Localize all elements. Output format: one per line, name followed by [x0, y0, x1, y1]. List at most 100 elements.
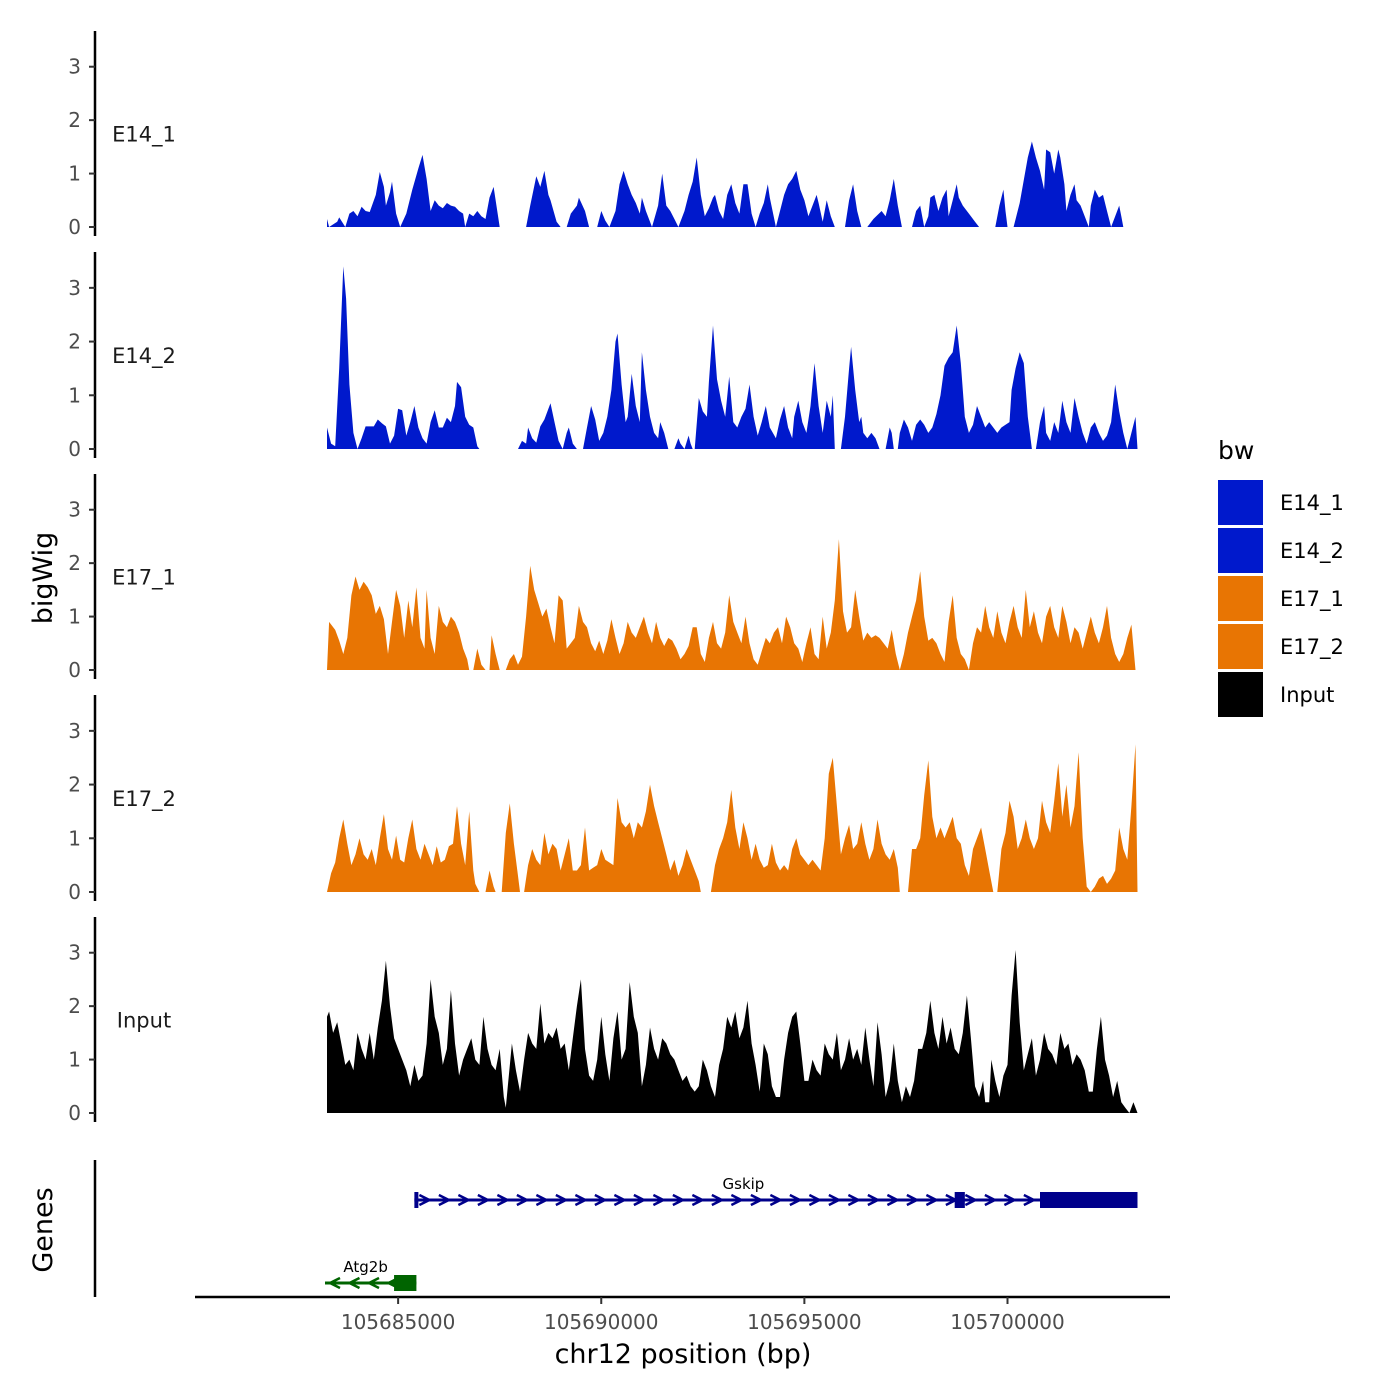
panel-E17_1: 0 1 2 3 E17_1 [68, 474, 1136, 682]
strand-arrow [535, 1193, 550, 1207]
strand-arrow [477, 1193, 491, 1207]
y-tick-label: 0 [68, 437, 81, 461]
y-tick-label: 3 [68, 719, 81, 743]
track-label-E14_2: E14_2 [112, 344, 176, 369]
strand-arrow [594, 1193, 608, 1207]
legend-key-E14_2 [1218, 528, 1263, 573]
gene-label: Gskip [723, 1175, 765, 1193]
area-E17_2 [327, 744, 1138, 892]
strand-arrow [828, 1193, 842, 1207]
exon [1040, 1192, 1138, 1208]
x-axis-title: chr12 position (bp) [555, 1339, 812, 1370]
legend-key-Input [1218, 672, 1263, 717]
strand-arrow [652, 1193, 667, 1207]
y-tick-label: 0 [68, 215, 81, 239]
strand-arrow [730, 1193, 745, 1207]
legend-label-E14_2: E14_2 [1280, 539, 1344, 564]
strand-arrow [964, 1193, 979, 1207]
panel-E14_2: 0 1 2 3 E14_2 [68, 252, 1138, 461]
area-Input [327, 950, 1138, 1113]
strand-arrow [555, 1193, 569, 1207]
track-label-E17_2: E17_2 [112, 787, 176, 812]
y-axis-title: bigWig [28, 532, 59, 625]
track-label-E17_1: E17_1 [112, 566, 176, 591]
x-tick-label: 105695000 [747, 1310, 862, 1334]
exon [954, 1192, 965, 1208]
legend-label-E17_2: E17_2 [1280, 635, 1344, 660]
gene-Atg2b: Atg2b [325, 1258, 417, 1291]
legend-label-E17_1: E17_1 [1280, 587, 1344, 612]
gene-Gskip: Gskip [414, 1175, 1138, 1208]
y-tick-label: 2 [68, 108, 81, 132]
panel-Input: 0 1 2 3 Input [68, 917, 1138, 1125]
strand-arrow [346, 1276, 361, 1290]
exon [414, 1192, 419, 1208]
legend-title: bw [1218, 436, 1254, 465]
panel-E14_1: 0 1 2 3 E14_1 [68, 31, 1124, 239]
strand-arrow [457, 1193, 472, 1207]
area-E14_1 [327, 141, 1124, 227]
strand-arrow [769, 1193, 784, 1207]
legend-key-E14_1 [1218, 480, 1263, 525]
y-tick-label: 0 [68, 658, 81, 682]
y-tick-label: 3 [68, 941, 81, 965]
strand-arrow [574, 1193, 589, 1207]
y-tick-label: 2 [68, 994, 81, 1018]
strand-arrow [750, 1193, 764, 1207]
strand-arrow [925, 1193, 940, 1207]
strand-arrow [906, 1193, 920, 1207]
y-tick-label: 3 [68, 276, 81, 300]
y-tick-label: 1 [68, 826, 81, 850]
y-tick-label: 2 [68, 330, 81, 354]
x-tick-label: 105700000 [950, 1310, 1065, 1334]
y-tick-label: 0 [68, 1101, 81, 1125]
x-axis: 105685000 105690000 105695000 105700000 [195, 1295, 1170, 1334]
strand-arrow [789, 1193, 803, 1207]
y-tick-label: 1 [68, 383, 81, 407]
strand-arrow [691, 1193, 706, 1207]
legend-key-E17_2 [1218, 624, 1263, 669]
strand-arrow [886, 1193, 901, 1207]
strand-arrow [1003, 1193, 1018, 1207]
strand-arrow [327, 1276, 341, 1290]
y-tick-label: 1 [68, 1048, 81, 1072]
gene-track: Gskip Atg2b [93, 1160, 1138, 1297]
track-label-E14_1: E14_1 [112, 123, 176, 148]
track-label-Input: Input [117, 1009, 171, 1033]
strand-arrow [438, 1193, 452, 1207]
gene-track-title: Genes [28, 1187, 59, 1272]
strand-arrow [847, 1193, 862, 1207]
legend-label-Input: Input [1280, 683, 1334, 707]
strand-arrow [418, 1193, 433, 1207]
area-E14_2 [327, 266, 1138, 449]
strand-arrow [633, 1193, 647, 1207]
strand-arrow [1023, 1193, 1037, 1207]
strand-arrow [516, 1193, 530, 1207]
x-tick-label: 105690000 [544, 1310, 659, 1334]
y-tick-label: 0 [68, 880, 81, 904]
y-tick-label: 3 [68, 498, 81, 522]
exon [394, 1275, 417, 1291]
x-tick-label: 105685000 [341, 1310, 456, 1334]
legend: bw E14_1 E14_2 E17_1 E17_2 Input [1218, 436, 1344, 717]
y-tick-label: 1 [68, 605, 81, 629]
strand-arrow [496, 1193, 511, 1207]
panel-E17_2: 0 1 2 3 E17_2 [68, 695, 1138, 904]
strand-arrow [711, 1193, 725, 1207]
y-tick-label: 2 [68, 773, 81, 797]
gene-label: Atg2b [343, 1258, 387, 1276]
strand-arrow [613, 1193, 628, 1207]
legend-label-E14_1: E14_1 [1280, 491, 1344, 516]
y-tick-label: 2 [68, 551, 81, 575]
strand-arrow [808, 1193, 823, 1207]
legend-key-E17_1 [1218, 576, 1263, 621]
strand-arrow [366, 1276, 380, 1290]
signal-panels: 0 1 2 3 E14_1 0 1 2 3 E14_2 0 1 2 3 E17_1 0 1 2 3 E17_2 0 1 2 3… [68, 31, 1138, 1125]
area-E17_1 [327, 539, 1136, 670]
strand-arrow [867, 1193, 881, 1207]
strand-arrow [984, 1193, 998, 1207]
y-tick-label: 3 [68, 55, 81, 79]
strand-arrow [672, 1193, 686, 1207]
y-tick-label: 1 [68, 162, 81, 186]
